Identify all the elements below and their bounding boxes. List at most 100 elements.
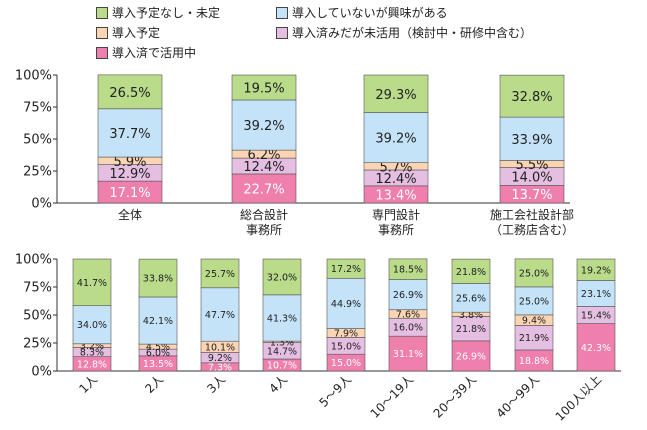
bar-1-5-undecided — [388, 258, 428, 280]
bar-0-2-interested — [363, 112, 429, 163]
data-label-1-8-active: 42.3% — [581, 343, 611, 354]
data-label-1-6-planned: 3.8% — [459, 310, 483, 321]
bar-1-8-active — [576, 323, 616, 372]
data-label-1-4-underused: 15.0% — [331, 341, 361, 352]
x-tick-label-1-3: 4人 — [266, 372, 290, 396]
bar-1-0-undecided — [72, 258, 112, 307]
bar-1-6-underused — [451, 316, 491, 342]
y-tick-label-1-4: 100% — [15, 253, 52, 268]
data-label-1-7-undecided: 25.0% — [519, 268, 549, 279]
data-label-1-2-active: 7.3% — [208, 362, 232, 373]
data-label-1-3-planned: 1.3% — [270, 337, 294, 348]
data-label-0-3-interested: 33.9% — [511, 133, 552, 148]
bar-0-2-undecided — [363, 74, 429, 113]
bar-0-0-undecided — [97, 74, 163, 110]
x-tick-label-0-0: 全体 — [118, 207, 142, 222]
y-tick-label-1-1: 25% — [23, 337, 52, 352]
data-label-1-4-interested: 44.9% — [331, 299, 361, 310]
data-label-1-2-undecided: 25.7% — [205, 269, 235, 280]
bar-1-1-undecided — [138, 258, 178, 298]
data-label-1-3-undecided: 32.0% — [267, 272, 297, 283]
data-label-1-7-interested: 25.0% — [519, 296, 549, 307]
data-label-1-8-interested: 23.1% — [581, 289, 611, 300]
data-label-0-1-interested: 39.2% — [243, 119, 284, 134]
data-label-1-7-active: 18.8% — [519, 356, 549, 367]
legend-item-underused: 導入済みだが未活用（検討中・研修中含む） — [276, 24, 532, 41]
data-label-1-7-planned: 9.4% — [522, 316, 546, 327]
bar-1-8-interested — [576, 280, 616, 307]
data-label-1-0-planned: 3.2% — [80, 341, 104, 352]
data-label-0-0-planned: 5.9% — [113, 155, 146, 170]
data-label-1-4-active: 15.0% — [331, 358, 361, 369]
data-label-0-1-planned: 6.2% — [247, 148, 280, 163]
legend-label-active: 導入済で活用中 — [112, 46, 197, 60]
data-label-0-3-underused: 14.0% — [511, 171, 552, 186]
bar-1-5-active — [388, 335, 428, 372]
y-tick-label-1-2: 50% — [23, 309, 52, 324]
data-label-0-0-undecided: 26.5% — [109, 86, 150, 101]
bar-1-6-undecided — [451, 258, 491, 284]
x-tick-label-1-4: 5〜9人 — [316, 372, 354, 410]
x-tick-label-1-6: 20〜39人 — [431, 372, 479, 420]
data-label-1-3-active: 10.7% — [267, 361, 297, 372]
bar-1-1-interested — [138, 296, 178, 345]
legend-label-underused: 導入済みだが未活用（検討中・研修中含む） — [292, 26, 533, 40]
data-label-1-5-undecided: 18.5% — [393, 265, 423, 276]
legend-label-planned: 導入予定 — [112, 26, 161, 40]
data-label-1-8-undecided: 19.2% — [581, 265, 611, 276]
data-label-1-5-underused: 16.0% — [393, 323, 423, 334]
data-label-1-0-interested: 34.0% — [77, 320, 107, 331]
y-tick-label-1-0: 0% — [31, 365, 52, 380]
data-label-1-6-underused: 21.8% — [456, 324, 486, 335]
data-label-0-1-active: 22.7% — [243, 182, 284, 197]
data-label-1-5-interested: 26.9% — [393, 290, 423, 301]
data-label-0-2-interested: 39.2% — [375, 132, 416, 147]
bar-1-7-underused — [514, 325, 554, 351]
data-label-0-1-undecided: 19.5% — [243, 81, 284, 96]
legend-swatch-planned — [96, 26, 108, 39]
legend-swatch-interested — [276, 6, 288, 19]
bar-0-1-active — [231, 173, 297, 204]
bar-1-2-undecided — [200, 258, 240, 289]
bar-0-1-interested — [231, 99, 297, 151]
data-label-1-5-active: 31.1% — [393, 349, 423, 360]
data-label-1-2-underused: 9.2% — [208, 353, 232, 364]
bar-1-2-interested — [200, 287, 240, 342]
legend-label-undecided: 導入予定なし・未定 — [112, 6, 221, 20]
bar-1-3-interested — [262, 294, 302, 342]
data-label-1-0-undecided: 41.7% — [77, 278, 107, 289]
data-label-0-2-active: 13.4% — [375, 188, 416, 203]
bar-1-8-undecided — [576, 258, 616, 281]
data-label-1-2-planned: 10.1% — [205, 342, 235, 353]
data-label-0-3-planned: 5.5% — [515, 158, 548, 173]
bar-1-7-undecided — [514, 258, 554, 288]
x-tick-label-1-7: 40〜99人 — [494, 372, 542, 420]
data-label-1-6-undecided: 21.8% — [456, 267, 486, 278]
data-label-1-6-active: 26.9% — [456, 351, 486, 362]
bar-1-7-interested — [514, 286, 554, 316]
y-tick-label-0-0: 0% — [31, 197, 52, 212]
data-label-1-7-underused: 21.9% — [519, 333, 549, 344]
data-label-0-1-underused: 12.4% — [243, 160, 284, 175]
data-label-1-1-underused: 6.0% — [146, 348, 170, 359]
data-label-1-3-underused: 14.7% — [267, 346, 297, 357]
x-tick-label-1-5: 10〜19人 — [368, 372, 416, 420]
legend-item-planned: 導入予定 — [96, 24, 160, 41]
data-label-0-0-underused: 12.9% — [109, 167, 150, 182]
x-tick-label-0-2-line1: 事務所 — [378, 223, 414, 237]
legend-swatch-active — [96, 46, 108, 59]
data-label-1-3-interested: 41.3% — [267, 313, 297, 324]
bar-1-4-undecided — [326, 258, 366, 279]
data-label-1-4-planned: 7.9% — [334, 328, 358, 339]
x-tick-label-1-0: 1人 — [76, 372, 100, 396]
y-tick-label-0-3: 75% — [23, 101, 52, 116]
data-label-0-0-active: 17.1% — [109, 186, 150, 201]
data-label-1-1-undecided: 33.8% — [143, 274, 173, 285]
bar-1-3-undecided — [262, 258, 302, 296]
data-label-1-6-interested: 25.6% — [456, 293, 486, 304]
bar-1-6-interested — [451, 283, 491, 313]
data-label-1-0-active: 12.8% — [77, 359, 107, 370]
bar-1-0-interested — [72, 305, 112, 345]
x-tick-label-0-3-line1: （工務店含む） — [490, 222, 574, 237]
